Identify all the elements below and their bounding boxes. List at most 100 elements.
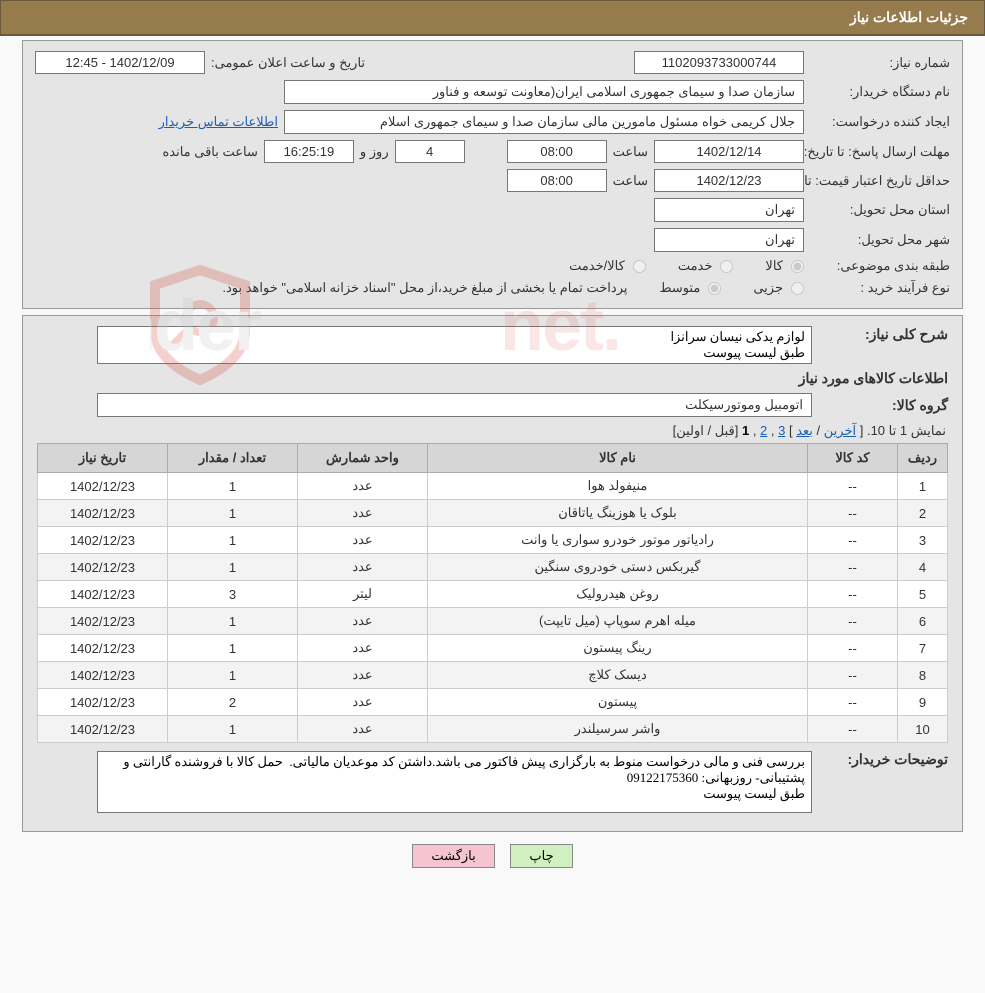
cell-date: 1402/12/23 (38, 554, 168, 581)
cell-name: گیربکس دستی خودروی سنگین (428, 554, 808, 581)
cell-unit: عدد (298, 635, 428, 662)
cat-service-label: خدمت (678, 258, 713, 274)
buyer-notes-text[interactable] (97, 751, 812, 813)
cell-unit: عدد (298, 608, 428, 635)
city-label: شهر محل تحویل: (810, 232, 950, 248)
buyer-org-value: سازمان صدا و سیمای جمهوری اسلامی ایران(م… (284, 80, 804, 104)
cell-date: 1402/12/23 (38, 689, 168, 716)
cell-code: -- (808, 608, 898, 635)
cell-name: رادیاتور موتور خودرو سواری یا وانت (428, 527, 808, 554)
table-row: 8--دیسک کلاچعدد11402/12/23 (38, 662, 948, 689)
cell-code: -- (808, 554, 898, 581)
print-button[interactable]: چاپ (510, 844, 572, 868)
table-row: 10--واشر سرسیلندرعدد11402/12/23 (38, 716, 948, 743)
purchase-type-radio-group: جزیی متوسط پرداخت تمام یا بخشی از مبلغ خ… (222, 280, 804, 296)
page-2[interactable]: 2 (760, 423, 767, 438)
table-row: 1--منیفولد هواعدد11402/12/23 (38, 473, 948, 500)
announce-value: 1402/12/09 - 12:45 (35, 51, 205, 74)
cell-qty: 1 (168, 662, 298, 689)
group-value: اتومبیل وموتورسیکلت (97, 393, 812, 417)
cell-qty: 1 (168, 716, 298, 743)
radio-service[interactable] (720, 260, 733, 273)
cell-name: رینگ پیستون (428, 635, 808, 662)
radio-goods[interactable] (791, 260, 804, 273)
requester-value: جلال کریمی خواه مسئول مامورین مالی سازما… (284, 110, 804, 134)
cell-code: -- (808, 689, 898, 716)
page-last[interactable]: آخرین (824, 423, 856, 438)
col-unit: واحد شمارش (298, 444, 428, 473)
page-next[interactable]: بعد (796, 423, 813, 438)
radio-partial[interactable] (791, 282, 804, 295)
pt-partial-label: جزیی (753, 280, 783, 296)
col-date: تاریخ نیاز (38, 444, 168, 473)
table-row: 9--پیستونعدد21402/12/23 (38, 689, 948, 716)
cell-code: -- (808, 527, 898, 554)
purchase-note: پرداخت تمام یا بخشی از مبلغ خرید،از محل … (222, 280, 627, 296)
cell-date: 1402/12/23 (38, 473, 168, 500)
radio-both[interactable] (633, 260, 646, 273)
city-value: تهران (654, 228, 804, 252)
cell-unit: عدد (298, 500, 428, 527)
cell-date: 1402/12/23 (38, 500, 168, 527)
buyer-notes-label: توضیحات خریدار: (818, 751, 948, 768)
cell-code: -- (808, 581, 898, 608)
cell-date: 1402/12/23 (38, 581, 168, 608)
table-row: 7--رینگ پیستونعدد11402/12/23 (38, 635, 948, 662)
page-3[interactable]: 3 (778, 423, 785, 438)
radio-medium[interactable] (708, 282, 721, 295)
deadline-time: 08:00 (507, 140, 607, 163)
cell-date: 1402/12/23 (38, 527, 168, 554)
items-panel: شرح کلی نیاز: اطلاعات کالاهای مورد نیاز … (22, 315, 963, 832)
validity-label: حداقل تاریخ اعتبار قیمت: تا تاریخ: (810, 173, 950, 189)
cell-qty: 1 (168, 527, 298, 554)
cell-n: 2 (898, 500, 948, 527)
table-row: 2--بلوک یا هوزینگ یاتاقانعدد11402/12/23 (38, 500, 948, 527)
cell-name: واشر سرسیلندر (428, 716, 808, 743)
deadline-label: مهلت ارسال پاسخ: تا تاریخ: (810, 144, 950, 160)
page-current: 1 (742, 423, 749, 438)
province-value: تهران (654, 198, 804, 222)
cell-unit: عدد (298, 689, 428, 716)
page-prev: قبل (715, 423, 735, 438)
cell-date: 1402/12/23 (38, 608, 168, 635)
cell-qty: 1 (168, 608, 298, 635)
need-no-label: شماره نیاز: (810, 55, 950, 71)
cell-name: روغن هیدرولیک (428, 581, 808, 608)
page-title: جزئیات اطلاعات نیاز (850, 9, 968, 25)
cell-date: 1402/12/23 (38, 662, 168, 689)
general-desc-label: شرح کلی نیاز: (818, 326, 948, 343)
cell-n: 4 (898, 554, 948, 581)
page-header: جزئیات اطلاعات نیاز (0, 0, 985, 36)
col-row: ردیف (898, 444, 948, 473)
need-no-value: 1102093733000744 (634, 51, 804, 74)
cell-name: بلوک یا هوزینگ یاتاقان (428, 500, 808, 527)
general-desc-text[interactable] (97, 326, 812, 364)
cell-code: -- (808, 473, 898, 500)
time-label-2: ساعت (613, 173, 648, 189)
pagination: نمایش 1 تا 10. [ آخرین / بعد ] 3 , 2 , 1… (37, 423, 946, 439)
cell-name: دیسک کلاچ (428, 662, 808, 689)
table-row: 6--میله اهرم سوپاپ (میل تایپت)عدد11402/1… (38, 608, 948, 635)
days-remaining: 4 (395, 140, 465, 163)
time-label-1: ساعت (613, 144, 648, 160)
cell-name: پیستون (428, 689, 808, 716)
buyer-contact-link[interactable]: اطلاعات تماس خریدار (159, 114, 278, 130)
button-bar: چاپ بازگشت (0, 844, 985, 868)
items-table: ردیف کد کالا نام کالا واحد شمارش تعداد /… (37, 443, 948, 743)
page-first: اولین (676, 423, 704, 438)
cell-name: منیفولد هوا (428, 473, 808, 500)
cell-unit: لیتر (298, 581, 428, 608)
requester-label: ایجاد کننده درخواست: (810, 114, 950, 130)
cell-qty: 1 (168, 554, 298, 581)
pt-medium-label: متوسط (659, 280, 700, 296)
category-radio-group: کالا خدمت کالا/خدمت (569, 258, 804, 274)
validity-date: 1402/12/23 (654, 169, 804, 192)
cell-n: 5 (898, 581, 948, 608)
back-button[interactable]: بازگشت (412, 844, 494, 868)
cell-name: میله اهرم سوپاپ (میل تایپت) (428, 608, 808, 635)
cell-unit: عدد (298, 473, 428, 500)
table-row: 4--گیربکس دستی خودروی سنگینعدد11402/12/2… (38, 554, 948, 581)
cell-n: 6 (898, 608, 948, 635)
countdown-time: 16:25:19 (264, 140, 354, 163)
purchase-type-label: نوع فرآیند خرید : (810, 280, 950, 296)
